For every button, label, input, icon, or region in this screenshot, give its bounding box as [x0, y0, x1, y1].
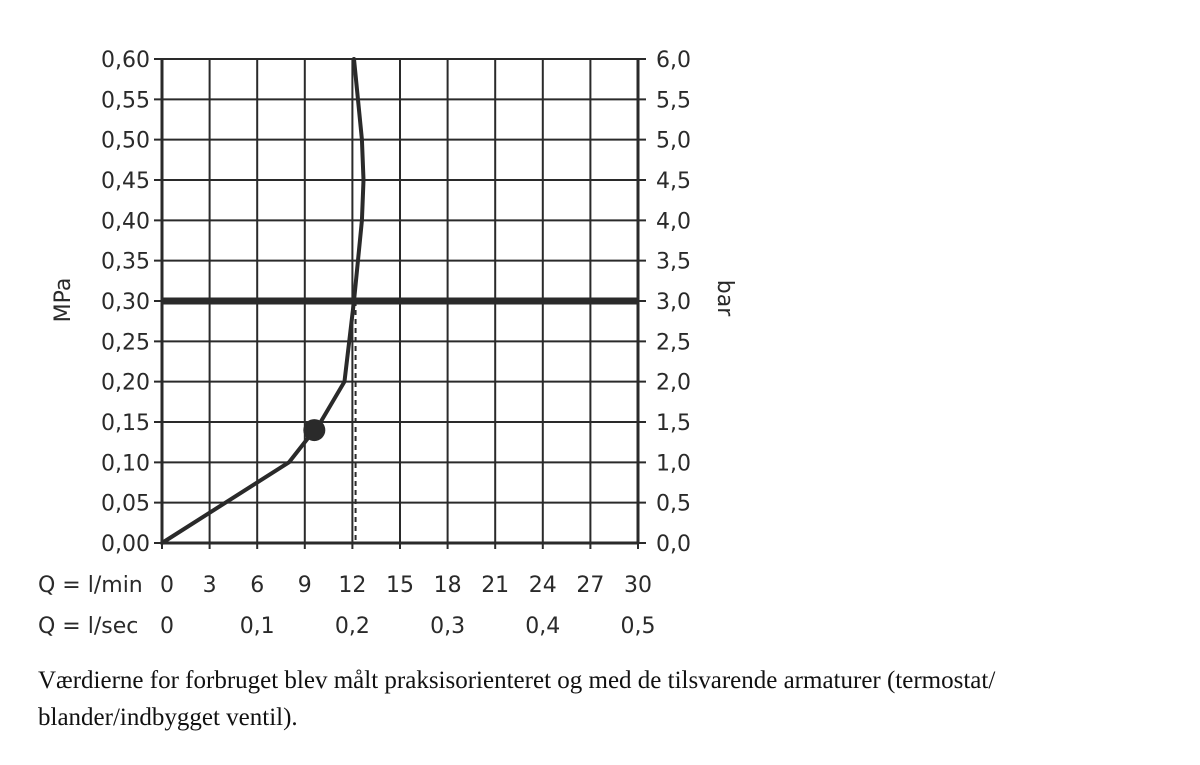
x-axis-lsec-ticks: 0 0,1 0,2 0,3 0,4 0,5 — [160, 614, 656, 639]
left-axis-label: MPa — [51, 278, 76, 323]
x-lmin-tick-label: 24 — [529, 573, 557, 598]
left-tick-label: 0,35 — [101, 250, 150, 275]
left-tick-label: 0,20 — [101, 371, 150, 396]
x-lmin-tick-label: 27 — [576, 573, 604, 598]
x-lmin-tick-label: 21 — [481, 573, 509, 598]
x-axis-lsec-label: Q = l/sec — [38, 614, 138, 639]
left-tick-label: 0,05 — [101, 492, 150, 517]
x-lmin-tick-label: 0 — [160, 573, 174, 598]
right-tick-label: 4,5 — [656, 169, 691, 194]
left-tick-label: 0,45 — [101, 169, 150, 194]
right-tick-label: 0,5 — [656, 492, 691, 517]
x-lsec-tick-label: 0,1 — [240, 614, 275, 639]
x-lmin-tick-label: 3 — [203, 573, 217, 598]
x-lsec-tick-label: 0,5 — [621, 614, 656, 639]
left-tick-label: 0,40 — [101, 209, 150, 234]
chart-caption: Værdierne for forbruget blev målt praksi… — [38, 667, 996, 731]
right-axis-ticks: 0,0 0,5 1,0 1,5 2,0 2,5 3,0 3,5 4,0 4,5 5,0 5,5 6,0 — [656, 48, 691, 557]
right-tick-label: 6,0 — [656, 48, 691, 73]
x-lmin-tick-label: 18 — [434, 573, 462, 598]
right-tick-label: 1,0 — [656, 451, 691, 476]
right-tick-label: 5,5 — [656, 88, 691, 113]
reference-lines — [162, 297, 638, 543]
x-lmin-tick-label: 9 — [298, 573, 312, 598]
left-tick-label: 0,50 — [101, 129, 150, 154]
right-axis-label: bar — [712, 280, 737, 317]
left-tick-label: 0,60 — [101, 48, 150, 73]
series — [160, 57, 366, 545]
operating-point-marker — [303, 419, 326, 442]
left-tick-label: 0,25 — [101, 330, 150, 355]
x-lsec-tick-label: 0,4 — [525, 614, 560, 639]
x-lsec-tick-label: 0,2 — [335, 614, 370, 639]
x-lmin-tick-label: 15 — [386, 573, 414, 598]
right-tick-label: 2,0 — [656, 371, 691, 396]
left-tick-label: 0,00 — [101, 532, 150, 557]
right-tick-label: 0,0 — [656, 532, 691, 557]
left-tick-label: 0,55 — [101, 88, 150, 113]
left-tick-label: 0,15 — [101, 411, 150, 436]
flow-pressure-chart: 0,000,050,100,150,200,250,300,350,400,45… — [38, 48, 737, 639]
right-tick-label: 1,5 — [656, 411, 691, 436]
x-lsec-tick-label: 0,3 — [430, 614, 465, 639]
x-lmin-tick-label: 12 — [338, 573, 366, 598]
flow-curve — [160, 57, 366, 545]
x-axis-lmin-label: Q = l/min — [38, 573, 143, 598]
right-tick-label: 2,5 — [656, 330, 691, 355]
x-axis-lmin-ticks: 0 3 6 9 12 15 18 21 24 27 30 — [160, 573, 652, 598]
left-tick-label: 0,10 — [101, 451, 150, 476]
left-axis-ticks: 0,00 0,05 0,10 0,15 0,20 0,25 0,30 0,35 0,40 0,45… — [101, 48, 150, 557]
left-tick-label: 0,30 — [101, 290, 150, 315]
right-tick-label: 3,0 — [656, 290, 691, 315]
right-tick-label: 3,5 — [656, 250, 691, 275]
x-lmin-tick-label: 6 — [250, 573, 264, 598]
right-tick-label: 5,0 — [656, 129, 691, 154]
right-tick-label: 4,0 — [656, 209, 691, 234]
x-lmin-tick-label: 30 — [624, 573, 652, 598]
x-lsec-tick-label: 0 — [160, 614, 174, 639]
